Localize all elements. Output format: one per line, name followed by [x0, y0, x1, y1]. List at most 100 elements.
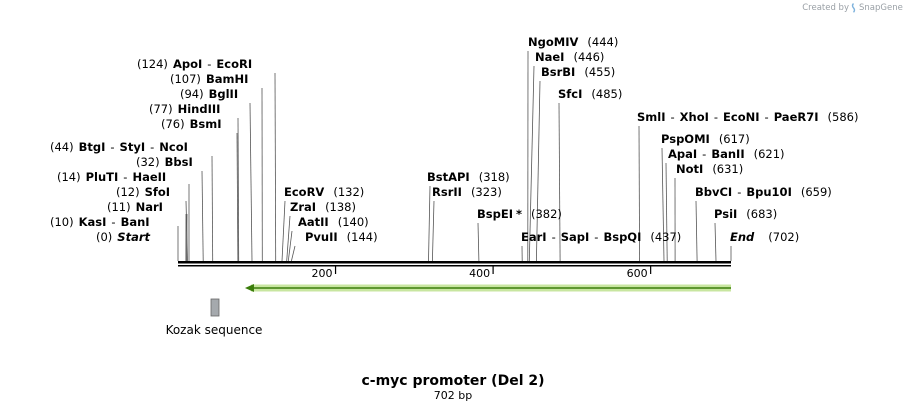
enzyme-site-labels: (0) Start(10) KasI - BanI(11) NarI(12) SfoI (14…: [50, 35, 858, 244]
site-position: (140): [338, 215, 369, 229]
credit-brand: SnapGene: [859, 3, 903, 13]
leader-line: [185, 200, 188, 262]
site-position: (138): [325, 200, 356, 214]
enzyme-name: EcoRV: [284, 185, 324, 199]
enzyme-name: ApoI: [173, 57, 202, 71]
leader-line: [638, 125, 640, 262]
snapgene-logo-icon: [851, 3, 856, 13]
leader-line: [287, 230, 293, 262]
site-position: (659): [801, 185, 832, 199]
site-label[interactable]: NotI (631): [676, 162, 743, 176]
enzyme-name: ApaI: [668, 147, 697, 161]
site-position: (0): [96, 230, 112, 244]
site-label[interactable]: (76) BsmI: [161, 117, 221, 131]
site-label[interactable]: (44) BtgI - StyI - NcoI: [50, 140, 188, 154]
leader-line: [281, 200, 286, 262]
enzyme-name: BspQI: [603, 230, 641, 244]
site-position: (11): [107, 200, 131, 214]
enzyme-name: SapI: [561, 230, 590, 244]
sequence-backbone: [178, 261, 731, 267]
site-label[interactable]: PsiI (683): [714, 207, 777, 221]
site-position: (485): [591, 87, 622, 101]
enzyme-name: BsmI: [190, 117, 222, 131]
site-label[interactable]: ZraI (138): [290, 200, 356, 214]
site-label[interactable]: (77) HindIII: [149, 102, 220, 116]
site-position: (94): [180, 87, 204, 101]
axis-tick-label: 400: [469, 267, 490, 280]
site-label[interactable]: SfcI (485): [558, 87, 622, 101]
enzyme-name: EarI: [521, 230, 547, 244]
enzyme-name: EcoNI: [723, 110, 759, 124]
leader-line: [432, 200, 435, 262]
site-position: (621): [754, 147, 785, 161]
enzyme-name: NarI: [136, 200, 163, 214]
axis-ticks: 200 400 600: [312, 266, 652, 280]
site-label[interactable]: AatII (140): [298, 215, 369, 229]
site-position: (683): [746, 207, 777, 221]
site-label[interactable]: BstAPI (318): [427, 170, 510, 184]
site-label[interactable]: RsrII (323): [432, 185, 502, 199]
site-label[interactable]: BbvCI - Bpu10I (659): [695, 185, 832, 199]
leader-line: [291, 245, 296, 262]
enzyme-name: PspOMI: [661, 132, 710, 146]
site-label[interactable]: PspOMI (617): [661, 132, 750, 146]
site-position: (586): [828, 110, 859, 124]
site-position: (32): [136, 155, 160, 169]
site-label[interactable]: BsrBI (455): [541, 65, 615, 79]
axis-tick-label: 600: [627, 267, 648, 280]
site-label[interactable]: (10) KasI - BanI: [50, 215, 150, 229]
leader-lines: [177, 50, 732, 262]
site-label[interactable]: BspEI * (382): [477, 207, 562, 221]
site-position: (76): [161, 117, 185, 131]
site-position: (318): [479, 170, 510, 184]
feature-promoter-arrow[interactable]: [244, 284, 732, 292]
enzyme-name: BtgI: [79, 140, 106, 154]
enzyme-name: BglII: [209, 87, 239, 101]
site-label[interactable]: (14) PluTI - HaeII: [57, 170, 166, 184]
leader-line: [536, 80, 541, 262]
site-label[interactable]: NaeI (446): [535, 50, 604, 64]
site-label[interactable]: End (702): [730, 230, 799, 244]
site-label[interactable]: (94) BglII: [180, 87, 238, 101]
enzyme-name: RsrII: [432, 185, 462, 199]
site-position: (77): [149, 102, 173, 116]
site-label[interactable]: ApaI - BanII (621): [668, 147, 785, 161]
site-label[interactable]: PvuII (144): [305, 230, 378, 244]
enzyme-name: BstAPI: [427, 170, 470, 184]
site-label[interactable]: (12) SfoI: [116, 185, 170, 199]
leader-line: [428, 185, 431, 262]
enzyme-name: PvuII: [305, 230, 338, 244]
site-position: (12): [116, 185, 140, 199]
leader-line: [714, 222, 717, 262]
leader-line: [236, 132, 239, 262]
site-label[interactable]: SmlI - XhoI - EcoNI - PaeR7I (586): [637, 110, 858, 124]
site-label[interactable]: (124) ApoI - EcoRI: [137, 57, 252, 71]
site-position: (455): [584, 65, 615, 79]
site-label[interactable]: (11) NarI: [107, 200, 163, 214]
enzyme-name: BamHI: [206, 72, 248, 86]
enzyme-name: BanI: [121, 215, 150, 229]
site-position: (14): [57, 170, 81, 184]
site-position: (702): [768, 230, 799, 244]
enzyme-name: EcoRI: [216, 57, 252, 71]
site-label[interactable]: EarI - SapI - BspQI (437): [521, 230, 681, 244]
leader-line: [558, 102, 561, 262]
site-label[interactable]: NgoMIV (444): [528, 35, 618, 49]
enzyme-name: KasI: [79, 215, 107, 229]
site-position: (323): [471, 185, 502, 199]
enzyme-name: NotI: [676, 162, 703, 176]
leader-line: [528, 65, 535, 262]
enzyme-name: NcoI: [159, 140, 188, 154]
site-position: (124): [137, 57, 168, 71]
leader-line: [249, 102, 253, 262]
site-label[interactable]: (107) BamHI: [170, 72, 248, 86]
site-label[interactable]: EcoRV (132): [284, 185, 364, 199]
enzyme-name: PluTI: [86, 170, 119, 184]
leader-line: [274, 72, 277, 262]
site-label[interactable]: (0) Start: [96, 230, 151, 244]
enzyme-name: SfcI: [558, 87, 582, 101]
enzyme-name: NaeI: [535, 50, 564, 64]
site-label[interactable]: (32) BbsI: [136, 155, 193, 169]
site-position: (132): [333, 185, 364, 199]
feature-kozak[interactable]: Kozak sequence: [166, 298, 263, 337]
